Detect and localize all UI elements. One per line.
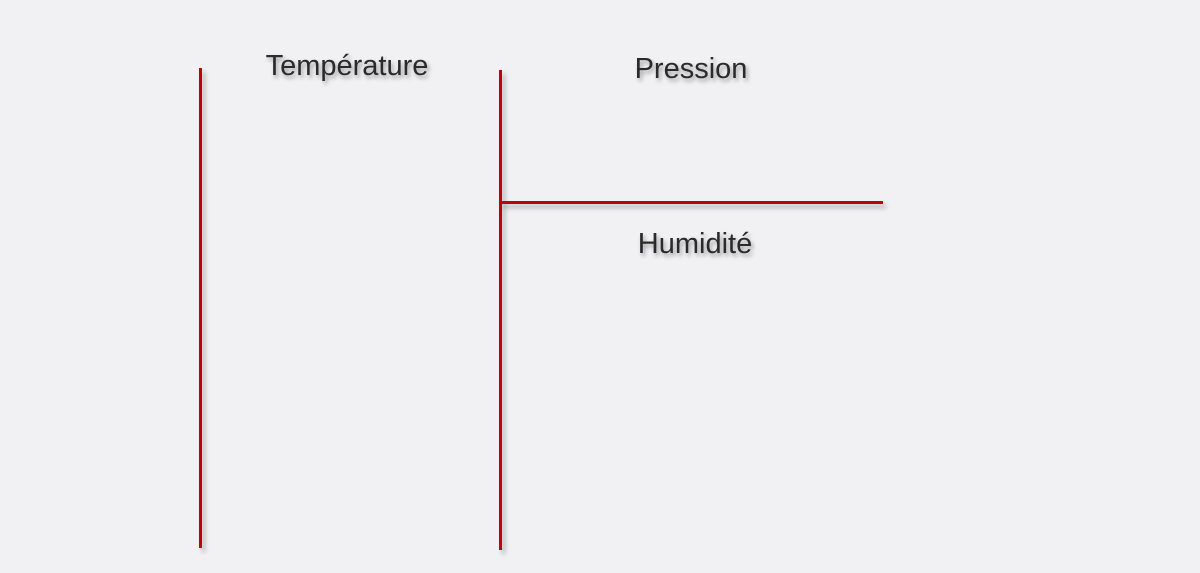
temperature-label: Température [265, 50, 429, 82]
vertical-divider-middle [499, 70, 502, 550]
humidite-label: Humidité [637, 228, 753, 260]
pression-label: Pression [634, 53, 748, 85]
vertical-divider-left [199, 68, 202, 548]
horizontal-divider [500, 201, 883, 204]
